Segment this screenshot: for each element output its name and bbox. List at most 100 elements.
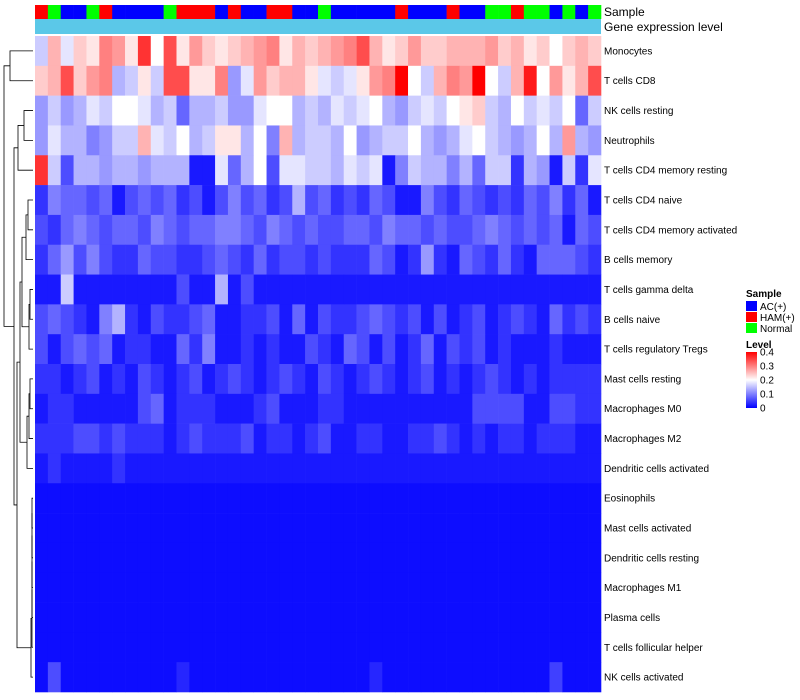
- heatmap-cell: [215, 36, 229, 67]
- heatmap-cell: [266, 36, 280, 67]
- heatmap-cell: [498, 453, 512, 484]
- heatmap-cell: [330, 244, 345, 275]
- heatmap-cell: [420, 572, 435, 603]
- heatmap-cell: [318, 65, 332, 96]
- heatmap-cell: [318, 274, 332, 305]
- sample-annotation-cell: [382, 5, 396, 19]
- heatmap-cell: [485, 513, 499, 544]
- row-label: NK cells resting: [604, 106, 673, 117]
- heatmap-cell: [510, 393, 525, 424]
- heatmap-cell: [73, 274, 87, 305]
- heatmap-cell: [330, 334, 345, 365]
- heatmap-cell: [369, 364, 383, 395]
- heatmap-cell: [510, 36, 525, 67]
- heatmap-cell: [433, 632, 447, 663]
- heatmap-cell: [60, 453, 74, 484]
- heatmap-cell: [343, 334, 357, 365]
- heatmap-cell: [588, 364, 602, 395]
- heatmap-cell: [330, 572, 345, 603]
- heatmap-cell: [459, 393, 473, 424]
- heatmap-cell: [60, 274, 74, 305]
- heatmap-cell: [459, 423, 473, 454]
- level-legend-tick: 0.3: [760, 362, 774, 373]
- heatmap-cell: [395, 36, 409, 67]
- heatmap-cell: [330, 542, 345, 574]
- heatmap-cell: [240, 36, 254, 67]
- heatmap-cell: [292, 334, 306, 365]
- heatmap-cell: [472, 304, 486, 335]
- heatmap-cell: [562, 65, 576, 96]
- heatmap-cell: [99, 662, 113, 693]
- heatmap-cell: [150, 304, 164, 335]
- heatmap-cell: [395, 95, 409, 126]
- heatmap-cell: [73, 483, 87, 514]
- heatmap-cell: [47, 185, 62, 216]
- heatmap-cell: [523, 393, 537, 424]
- heatmap-cell: [150, 423, 164, 454]
- heatmap-cell: [253, 602, 267, 633]
- heatmap-cell: [112, 155, 126, 186]
- heatmap-cell: [330, 36, 345, 67]
- row-label: T cells follicular helper: [604, 643, 703, 654]
- heatmap-cell: [305, 602, 319, 633]
- heatmap-cell: [35, 274, 49, 305]
- heatmap-cell: [575, 244, 589, 275]
- heatmap-cell: [137, 244, 152, 275]
- heatmap-cell: [266, 364, 280, 395]
- heatmap-cell: [305, 662, 319, 693]
- heatmap-cell: [266, 483, 280, 514]
- heatmap-cell: [227, 393, 242, 424]
- heatmap-cell: [498, 542, 512, 574]
- heatmap-cell: [420, 662, 435, 693]
- heatmap-cell: [279, 125, 293, 156]
- heatmap-cell: [343, 542, 357, 574]
- heatmap-cell: [343, 36, 357, 67]
- heatmap-cell: [253, 453, 267, 484]
- heatmap-cell: [562, 274, 576, 305]
- heatmap-cell: [472, 36, 486, 67]
- heatmap-cell: [47, 453, 62, 484]
- heatmap-cell: [382, 364, 396, 395]
- row-label: Eosinophils: [604, 494, 655, 505]
- sample-legend-swatch: [746, 312, 757, 322]
- heatmap-cell: [369, 304, 383, 335]
- heatmap-cell: [395, 602, 409, 633]
- heatmap-cell: [292, 513, 306, 544]
- heatmap-cell: [318, 95, 332, 126]
- heatmap-cell: [292, 274, 306, 305]
- heatmap-cell: [112, 274, 126, 305]
- sample-annotation-cell: [446, 5, 460, 19]
- heatmap-cell: [446, 36, 460, 67]
- heatmap-cell: [266, 602, 280, 633]
- heatmap-cell: [575, 513, 589, 544]
- heatmap-cell: [47, 334, 62, 365]
- heatmap-cell: [408, 244, 422, 275]
- level-legend-tick: 0: [760, 404, 766, 415]
- heatmap-cell: [253, 662, 267, 693]
- heatmap-cell: [536, 334, 550, 365]
- heatmap-cell: [99, 572, 113, 603]
- heatmap-cell: [176, 423, 190, 454]
- heatmap-cell: [318, 453, 332, 484]
- heatmap-cell: [176, 662, 190, 693]
- heatmap-cell: [472, 542, 486, 574]
- heatmap-cell: [73, 513, 87, 544]
- heatmap-cell: [318, 483, 332, 514]
- heatmap-cell: [472, 513, 486, 544]
- heatmap-cell: [292, 304, 306, 335]
- heatmap-cell: [472, 244, 486, 275]
- dendrogram-branch: [25, 214, 33, 261]
- heatmap-cell: [176, 572, 190, 603]
- heatmap-cell: [395, 364, 409, 395]
- heatmap-cell: [459, 155, 473, 186]
- heatmap-cell: [253, 304, 267, 335]
- heatmap-cell: [125, 274, 139, 305]
- heatmap-cell: [125, 185, 139, 216]
- heatmap-cell: [47, 513, 62, 544]
- heatmap-cell: [498, 334, 512, 365]
- heatmap-cell: [112, 393, 126, 424]
- heatmap-cell: [266, 662, 280, 693]
- heatmap-cell: [459, 542, 473, 574]
- heatmap-cell: [369, 513, 383, 544]
- heatmap-cell: [125, 36, 139, 67]
